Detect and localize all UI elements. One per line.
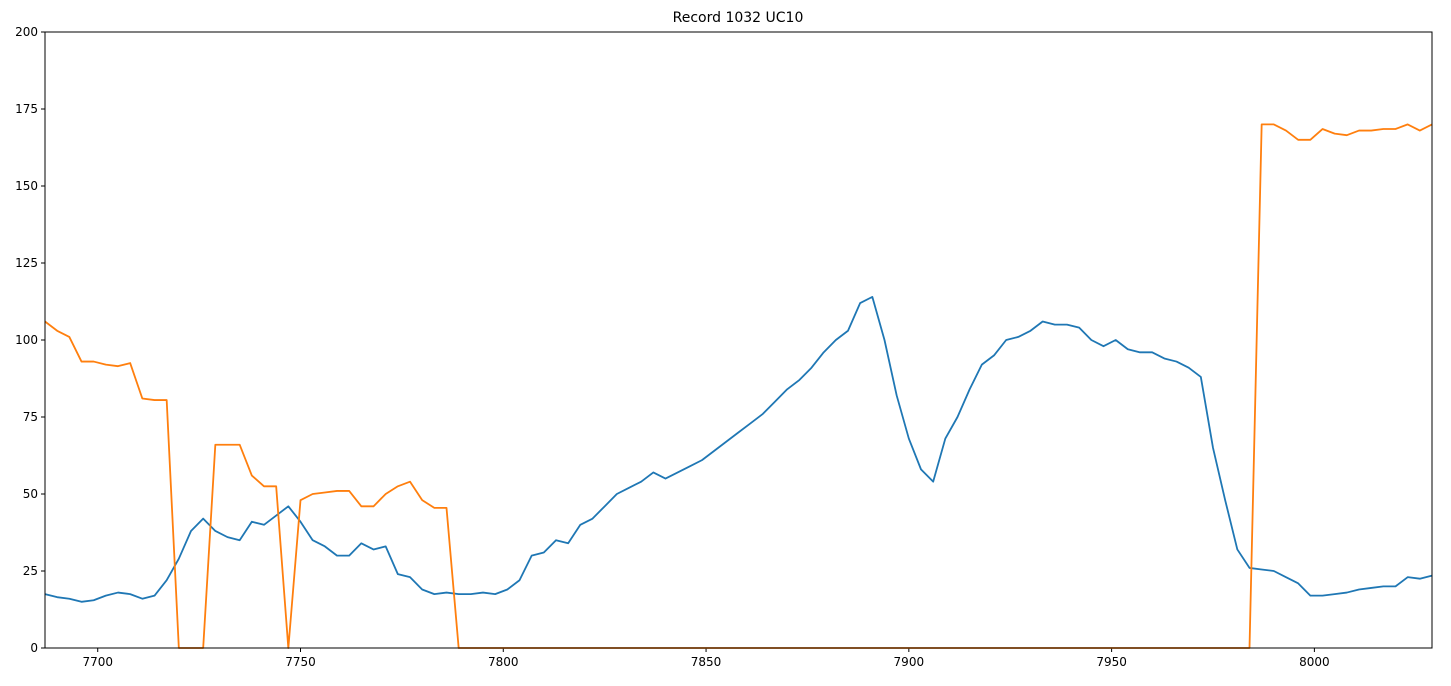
y-tick-label: 200 bbox=[15, 25, 38, 39]
x-tick-label: 8000 bbox=[1299, 655, 1330, 669]
y-tick-label: 150 bbox=[15, 179, 38, 193]
plot-frame bbox=[44, 31, 1433, 649]
series-line bbox=[44, 123, 1433, 649]
y-tick-label: 100 bbox=[15, 333, 38, 347]
series-line bbox=[44, 295, 1433, 603]
x-tick-label: 7850 bbox=[691, 655, 722, 669]
x-tick-label: 7700 bbox=[82, 655, 113, 669]
x-tick-label: 7800 bbox=[488, 655, 519, 669]
x-tick-label: 7950 bbox=[1096, 655, 1127, 669]
y-tick-label: 25 bbox=[23, 564, 38, 578]
x-tick-label: 7750 bbox=[285, 655, 316, 669]
x-tick-label: 7900 bbox=[894, 655, 925, 669]
y-tick-label: 50 bbox=[23, 487, 38, 501]
y-tick-label: 175 bbox=[15, 102, 38, 116]
y-tick-label: 75 bbox=[23, 410, 38, 424]
y-tick-label: 125 bbox=[15, 256, 38, 270]
y-tick-label: 0 bbox=[30, 641, 38, 655]
chart-title: Record 1032 UC10 bbox=[673, 10, 804, 26]
